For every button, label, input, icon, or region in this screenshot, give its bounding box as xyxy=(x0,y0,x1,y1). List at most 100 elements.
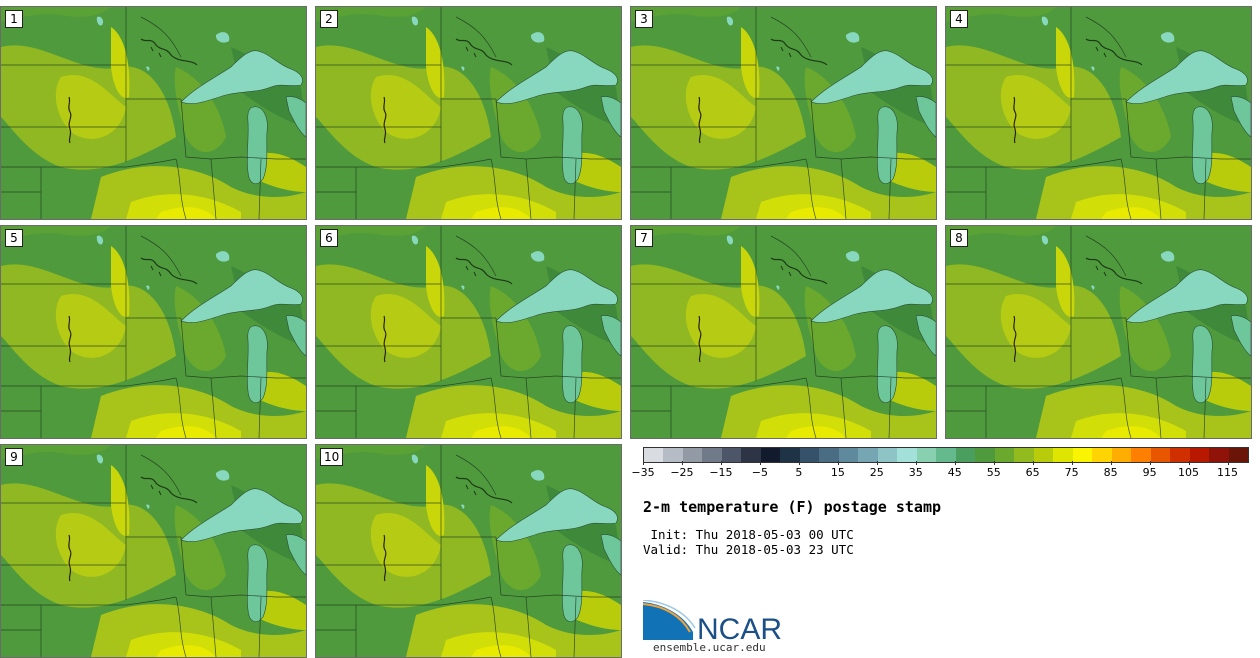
map-panel-10[interactable]: 10 xyxy=(315,444,622,658)
colorbar-tick-label: 95 xyxy=(1142,466,1157,479)
colorbar-tick-label: −25 xyxy=(670,466,694,479)
colorbar-swatch xyxy=(819,448,839,462)
panel-label: 6 xyxy=(320,229,338,247)
colorbar-tick-mark xyxy=(1032,461,1034,465)
colorbar-swatch xyxy=(1072,448,1093,462)
colorbar-tick-mark xyxy=(681,461,683,465)
colorbar-tick-label: 25 xyxy=(869,466,884,479)
colorbar-swatch xyxy=(994,448,1015,462)
plot-title: 2-m temperature (F) postage stamp xyxy=(643,498,942,516)
temperature-map xyxy=(316,445,621,657)
map-panel-5[interactable]: 5 xyxy=(0,225,307,439)
colorbar-tick-mark xyxy=(993,461,995,465)
colorbar-tick-mark xyxy=(1188,461,1190,465)
colorbar-swatch xyxy=(975,448,995,462)
panel-label: 1 xyxy=(5,10,23,28)
colorbar-swatch xyxy=(955,448,976,462)
colorbar-swatch xyxy=(877,448,898,462)
temperature-map xyxy=(631,226,936,438)
colorbar-tick-mark xyxy=(1110,461,1112,465)
panel-label: 4 xyxy=(950,10,968,28)
colorbar-tick-label: 55 xyxy=(986,466,1001,479)
colorbar-swatch xyxy=(663,448,683,462)
ncar-logo[interactable]: NCAR xyxy=(643,600,793,644)
colorbar-tick-mark xyxy=(720,461,722,465)
colorbar-tick-mark xyxy=(759,461,761,465)
colorbar-swatch xyxy=(1092,448,1112,462)
map-panel-8[interactable]: 8 xyxy=(945,225,1252,439)
colorbar-swatch xyxy=(682,448,703,462)
colorbar-tick-label: 15 xyxy=(830,466,845,479)
panel-label: 9 xyxy=(5,448,23,466)
colorbar-swatch xyxy=(780,448,800,462)
map-panel-2[interactable]: 2 xyxy=(315,6,622,220)
map-panel-3[interactable]: 3 xyxy=(630,6,937,220)
panel-label: 3 xyxy=(635,10,653,28)
colorbar-tick-mark xyxy=(1149,461,1151,465)
colorbar-swatch xyxy=(838,448,859,462)
panel-label: 5 xyxy=(5,229,23,247)
colorbar-tick-marks xyxy=(643,461,1247,465)
ncar-logo-text: NCAR xyxy=(697,613,782,644)
temperature-map xyxy=(1,445,306,657)
colorbar-tick-label: 45 xyxy=(947,466,962,479)
colorbar-tick-mark xyxy=(643,461,644,465)
colorbar-tick-label: 35 xyxy=(908,466,923,479)
colorbar-tick-label: −5 xyxy=(751,466,768,479)
colorbar-swatch xyxy=(741,448,761,462)
colorbar-swatch xyxy=(1209,448,1229,462)
colorbar-swatch xyxy=(858,448,878,462)
temperature-map xyxy=(946,226,1251,438)
valid-time: Valid: Thu 2018-05-03 23 UTC xyxy=(643,542,854,557)
colorbar-tick-label: 115 xyxy=(1217,466,1239,479)
colorbar-swatch xyxy=(1014,448,1034,462)
colorbar-tick-label: 75 xyxy=(1064,466,1079,479)
colorbar-swatch xyxy=(702,448,722,462)
init-time: Init: Thu 2018-05-03 00 UTC xyxy=(643,527,854,542)
map-panel-1[interactable]: 1 xyxy=(0,6,307,220)
colorbar-tick-mark xyxy=(1227,461,1229,465)
colorbar-tick-label: 105 xyxy=(1178,466,1200,479)
colorbar-swatch xyxy=(760,448,781,462)
map-panel-9[interactable]: 9 xyxy=(0,444,307,658)
colorbar-tick-label: −35 xyxy=(631,466,655,479)
temperature-colorbar xyxy=(643,447,1249,463)
colorbar-swatch xyxy=(936,448,956,462)
colorbar-tick-mark xyxy=(1071,461,1073,465)
colorbar-tick-mark xyxy=(876,461,878,465)
temperature-map xyxy=(1,226,306,438)
colorbar-swatch xyxy=(644,448,664,462)
colorbar-tick-label: 85 xyxy=(1103,466,1118,479)
colorbar-tick-mark xyxy=(915,461,917,465)
colorbar-swatch xyxy=(1111,448,1132,462)
colorbar-swatch xyxy=(1228,448,1249,462)
colorbar-tick-mark xyxy=(837,461,839,465)
map-panel-7[interactable]: 7 xyxy=(630,225,937,439)
colorbar-swatch xyxy=(1131,448,1151,462)
colorbar-tick-mark xyxy=(954,461,956,465)
colorbar-swatch xyxy=(1150,448,1171,462)
panel-label: 7 xyxy=(635,229,653,247)
colorbar-swatch xyxy=(897,448,917,462)
colorbar-swatch xyxy=(1170,448,1190,462)
colorbar-tick-labels: −35 −25 −15 −5 5 15 25 35 45 55 65 75 85 95 105 115 xyxy=(631,466,1247,480)
panel-label: 10 xyxy=(320,448,344,466)
panel-label: 2 xyxy=(320,10,338,28)
temperature-map xyxy=(946,7,1251,219)
colorbar-swatch xyxy=(799,448,820,462)
panel-label: 8 xyxy=(950,229,968,247)
temperature-map xyxy=(316,226,621,438)
colorbar-tick-mark xyxy=(798,461,800,465)
colorbar-tick-label: 5 xyxy=(795,466,803,479)
colorbar-tick-label: 65 xyxy=(1025,466,1040,479)
map-panel-4[interactable]: 4 xyxy=(945,6,1252,220)
colorbar-swatch xyxy=(1189,448,1210,462)
colorbar-swatch xyxy=(721,448,742,462)
temperature-map xyxy=(1,7,306,219)
map-panel-6[interactable]: 6 xyxy=(315,225,622,439)
colorbar-swatch xyxy=(1053,448,1073,462)
temperature-map xyxy=(631,7,936,219)
temperature-map xyxy=(316,7,621,219)
logo-url[interactable]: ensemble.ucar.edu xyxy=(653,641,766,654)
colorbar-tick-label: −15 xyxy=(709,466,733,479)
